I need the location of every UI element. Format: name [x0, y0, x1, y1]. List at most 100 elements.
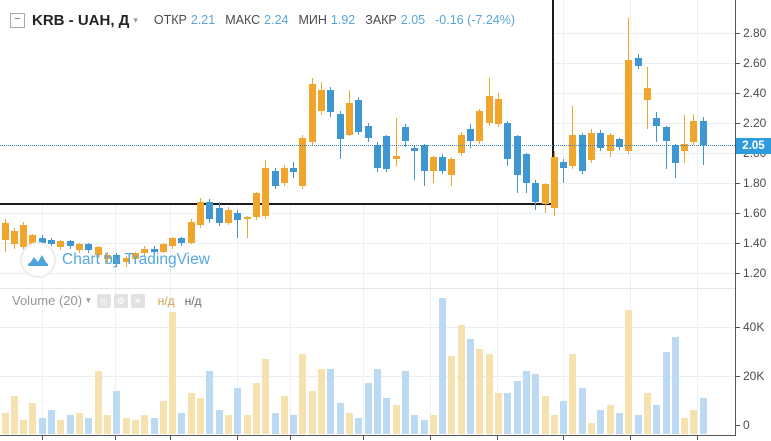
candle-body	[57, 241, 65, 247]
symbol-title[interactable]: KRB - UAH, Д	[32, 11, 130, 29]
candle-body	[653, 118, 661, 126]
time-axis-tick	[697, 436, 698, 440]
volume-bar	[541, 395, 549, 434]
last-price-badge: 2.05	[736, 138, 771, 154]
visibility-icon[interactable]: ◎	[96, 293, 111, 308]
time-axis-tick	[237, 436, 238, 440]
chart-legend: − KRB - UAH, Д ▾ ОТКР 2.21 МАКС 2.24 МИН…	[10, 10, 515, 30]
candle-body	[234, 212, 242, 220]
volume-bar	[280, 395, 288, 434]
volume-dropdown-caret[interactable]: ▾	[86, 295, 91, 305]
volume-bar	[57, 420, 65, 434]
settings-icon[interactable]: ⚙	[113, 293, 128, 308]
volume-bar	[94, 371, 102, 434]
candle-body	[48, 239, 56, 244]
candle-body	[643, 88, 651, 100]
candle-body	[550, 157, 558, 208]
volume-axis-tick	[736, 425, 740, 426]
candle-body	[494, 98, 502, 124]
candle-body	[439, 157, 447, 171]
plot-area[interactable]	[0, 0, 735, 436]
low-value: 1.92	[330, 13, 356, 27]
candle-body	[671, 145, 679, 163]
volume-bar	[420, 420, 428, 434]
candle-body	[429, 157, 437, 171]
candle-body	[578, 134, 586, 171]
price-axis-tick	[736, 93, 740, 94]
collapse-pane-button[interactable]: −	[10, 12, 25, 28]
volume-bar	[243, 415, 251, 434]
volume-bar	[159, 400, 167, 434]
candle-body	[197, 202, 204, 225]
volume-bar	[234, 388, 242, 435]
price-axis[interactable]: 2.802.602.402.202.001.801.601.401.2040K2…	[736, 0, 771, 436]
volume-bar	[401, 371, 409, 434]
candle-body	[66, 241, 74, 246]
volume-bar	[355, 417, 363, 434]
pane-separator[interactable]	[0, 288, 771, 289]
price-axis-tick	[736, 273, 740, 274]
volume-axis-tick	[736, 376, 740, 377]
time-gridline	[115, 0, 116, 435]
time-axis-tick	[290, 436, 291, 440]
volume-bar	[308, 390, 316, 434]
volume-bar	[485, 353, 493, 434]
volume-bar	[699, 398, 707, 434]
price-axis-label: 2.80	[743, 26, 767, 40]
volume-bar	[299, 353, 307, 434]
volume-bar	[346, 412, 353, 435]
time-axis-tick	[170, 436, 171, 440]
candle-body	[141, 248, 149, 253]
volume-bar	[169, 312, 177, 434]
volume-bar	[681, 417, 689, 434]
candle-body	[364, 125, 372, 138]
volume-bar	[206, 371, 214, 434]
time-gridline	[697, 0, 698, 435]
time-gridline	[42, 0, 43, 435]
candle-body	[290, 167, 298, 172]
tradingview-attribution-link[interactable]: Chart by TradingView	[62, 251, 210, 268]
candle-body	[625, 59, 633, 151]
volume-axis-tick	[736, 327, 740, 328]
volume-bar	[271, 412, 279, 435]
candle-body	[299, 137, 307, 186]
candle-body	[560, 161, 568, 168]
volume-bar	[634, 415, 642, 434]
candle-body	[541, 184, 549, 204]
volume-bar	[653, 405, 661, 434]
change-value: -0.16 (-7.24%)	[435, 13, 516, 27]
candle-body	[681, 143, 689, 151]
candle-body	[76, 244, 83, 250]
volume-bar	[522, 371, 530, 434]
tradingview-logo-icon[interactable]	[20, 242, 56, 278]
price-axis-tick	[736, 183, 740, 184]
time-axis-tick	[630, 436, 631, 440]
volume-study-title[interactable]: Volume (20)	[12, 293, 83, 308]
volume-ma-value-na: н/д	[184, 293, 202, 308]
open-value: 2.21	[190, 13, 216, 27]
candle-body	[206, 202, 214, 219]
volume-bar	[429, 415, 437, 434]
time-gridline	[170, 0, 171, 435]
price-gridline	[0, 242, 735, 244]
candle-body	[411, 148, 419, 151]
time-gridline	[430, 0, 431, 435]
price-axis-label: 2.20	[743, 116, 767, 130]
candle-body	[178, 238, 186, 243]
volume-bar	[560, 400, 568, 434]
price-axis-line	[735, 0, 736, 436]
volume-bar	[85, 417, 93, 434]
volume-bar	[150, 417, 158, 434]
candle-body	[122, 257, 130, 262]
candle-body	[159, 244, 167, 252]
volume-bar	[336, 402, 344, 434]
candle-body	[522, 154, 530, 183]
close-icon[interactable]: ✕	[130, 293, 145, 308]
candle-body	[383, 136, 391, 169]
candle-body	[243, 217, 251, 219]
volume-bar	[588, 422, 595, 434]
volume-bar	[383, 398, 391, 434]
price-gridline	[0, 212, 735, 214]
time-gridline	[497, 0, 498, 435]
symbol-dropdown-caret[interactable]: ▾	[133, 14, 138, 25]
